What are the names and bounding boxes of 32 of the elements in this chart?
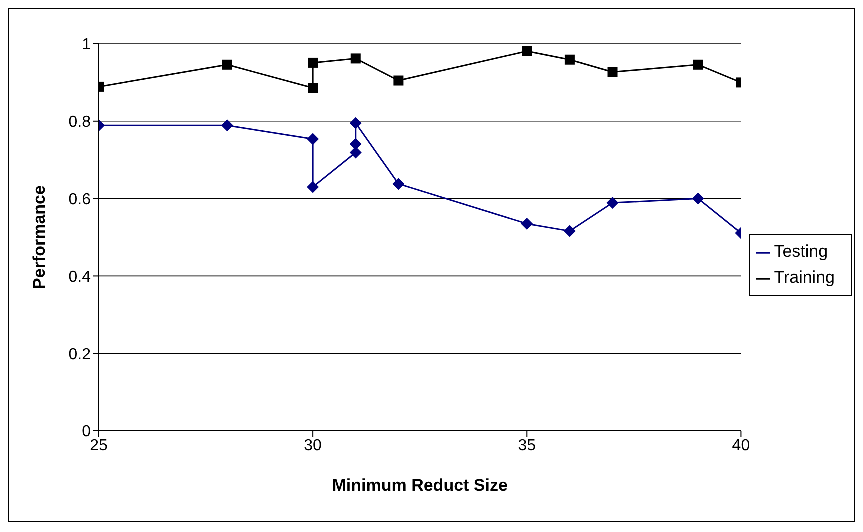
point (221, 120, 234, 132)
y-tick-label: 0.2 (68, 346, 92, 364)
y-tick-label: 0.8 (68, 114, 92, 132)
point (608, 67, 618, 78)
point (564, 225, 576, 238)
y-tick-label: 1 (82, 36, 92, 54)
point (521, 218, 534, 230)
y-tick-label: 0.6 (68, 191, 92, 208)
legend-label: Testing (774, 242, 828, 261)
point (392, 178, 405, 190)
x-tick-label: 40 (732, 437, 750, 454)
point (308, 83, 318, 94)
point (308, 58, 318, 68)
x-tick-label: 30 (304, 437, 322, 454)
point (522, 46, 532, 56)
point (693, 60, 704, 70)
point (307, 181, 320, 194)
point (606, 197, 619, 210)
point (222, 60, 232, 70)
y-tick-label: 0 (82, 424, 92, 441)
y-tick-label: 0.4 (68, 268, 92, 286)
point (350, 117, 362, 130)
y-axis-title: Performance (30, 186, 50, 290)
x-axis-title: Minimum Reduct Size (332, 476, 508, 495)
point (307, 133, 320, 146)
x-tick-label: 25 (90, 437, 108, 454)
legend-label: Training (774, 268, 835, 287)
point (350, 54, 361, 64)
point (692, 192, 704, 205)
x-tick-label: 35 (518, 437, 536, 454)
point (394, 76, 404, 86)
point (564, 54, 575, 65)
